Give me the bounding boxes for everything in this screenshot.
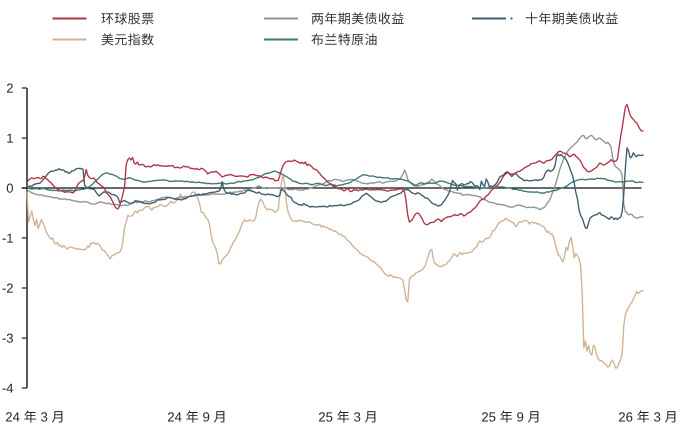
series-line-navy (26, 147, 644, 229)
series-lines (26, 103, 644, 369)
x-tick-label-outline (481, 410, 539, 423)
y-tick-label-outline (2, 233, 13, 243)
legend (52, 12, 618, 46)
x-tick-label-outline (5, 410, 63, 423)
legend-label-outline (311, 12, 404, 25)
y-tick-label-outline (2, 333, 13, 343)
x-tick-label-outline (318, 410, 376, 423)
y-tick-label-outline (6, 83, 13, 93)
y-tick-label-outline (2, 383, 14, 393)
axis-labels (5, 410, 676, 423)
legend-label-outline (101, 33, 154, 46)
legend-item (264, 12, 404, 25)
x-tick-label-outline (167, 410, 225, 423)
legend-item (264, 33, 377, 46)
legend-item (52, 33, 154, 46)
series-line-teal (26, 170, 644, 194)
legend-item (472, 12, 618, 25)
legend-label-outline (311, 33, 377, 46)
y-tick-label-outline (6, 183, 13, 193)
legend-label-outline (101, 12, 154, 25)
series-line-tan (26, 173, 644, 369)
y-tick-label-outline (2, 283, 13, 293)
series-line-red (26, 103, 644, 226)
legend-swatch-dot (510, 17, 513, 20)
x-tick-label-outline (618, 410, 676, 423)
y-tick-label-outline (7, 133, 13, 143)
series-line-gray (26, 134, 644, 219)
legend-label-outline (525, 12, 618, 25)
legend-item (52, 12, 154, 25)
y-axis (2, 83, 28, 393)
